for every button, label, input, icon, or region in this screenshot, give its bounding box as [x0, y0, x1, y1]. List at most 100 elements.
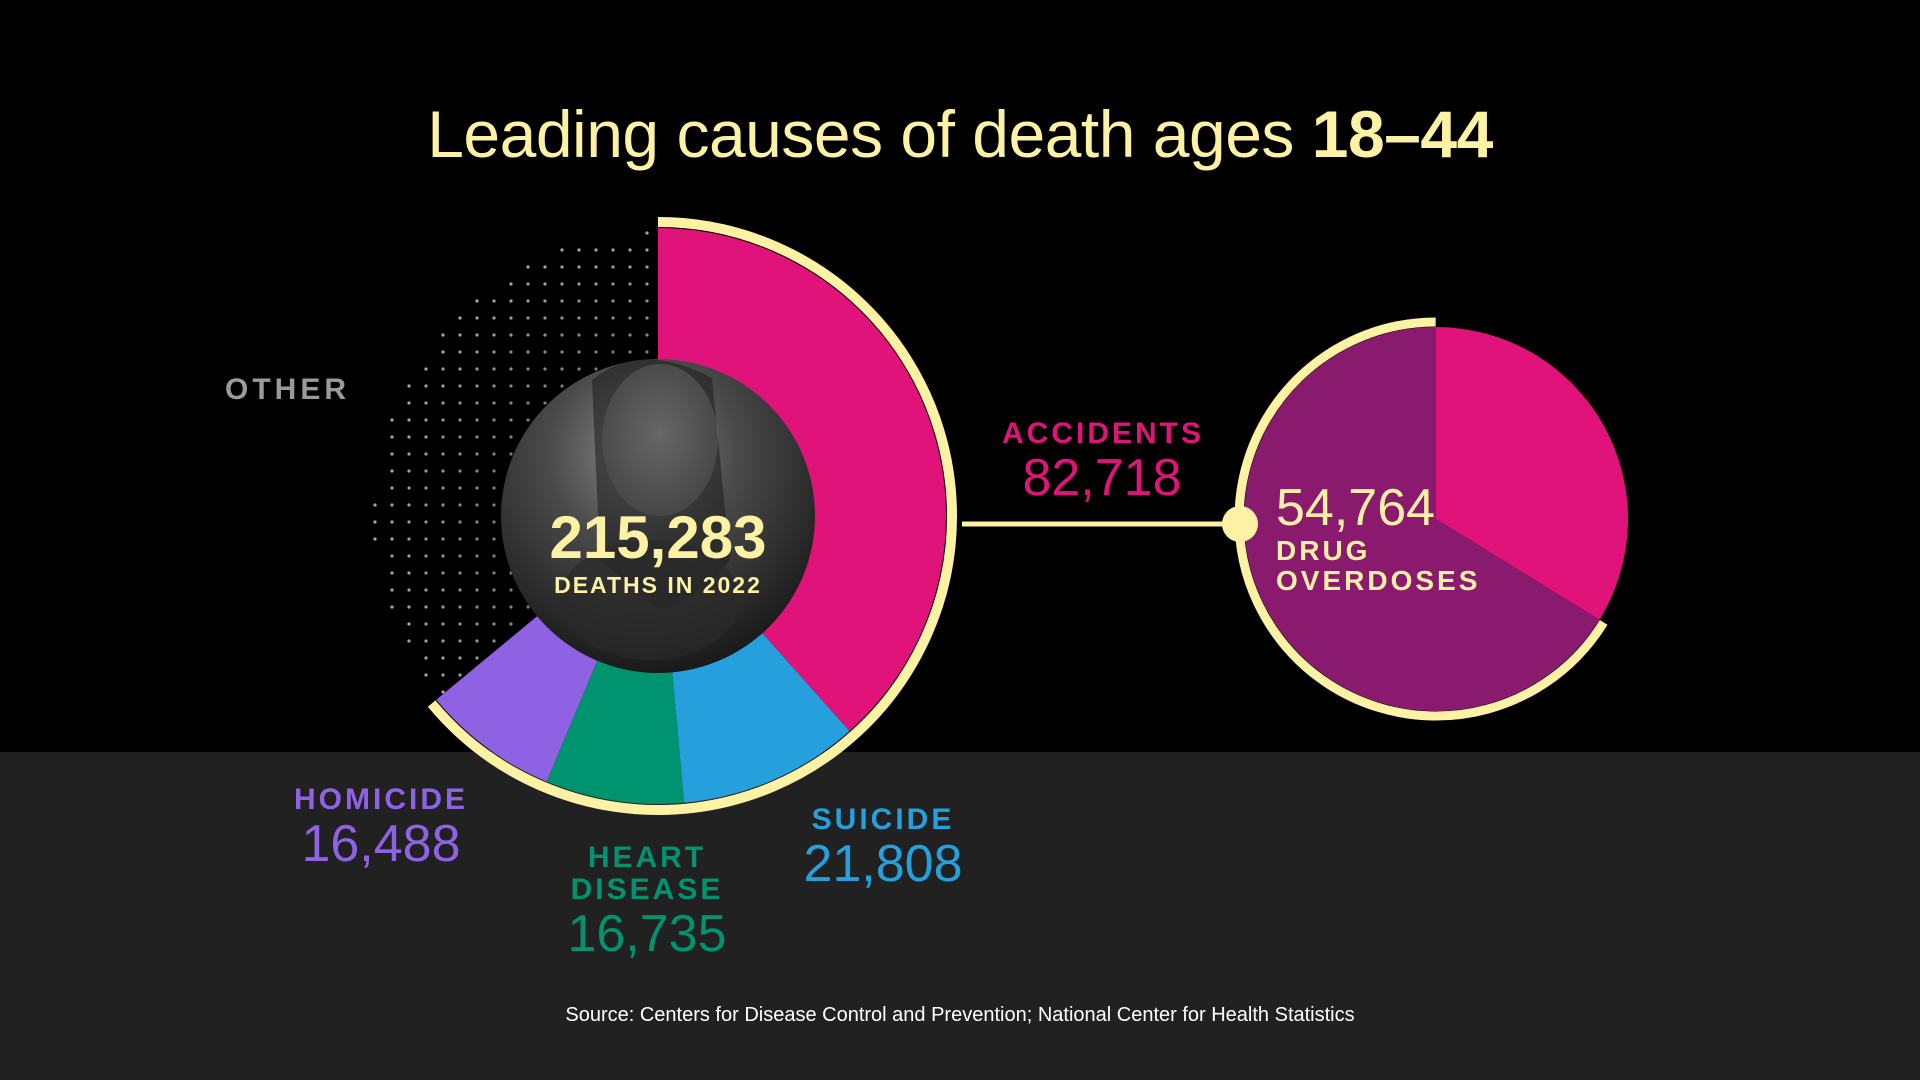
other-dot [645, 248, 649, 252]
other-dot [458, 571, 462, 575]
other-dot [543, 265, 547, 269]
other-dot [560, 384, 564, 388]
total-deaths-value: 215,283 [549, 504, 767, 571]
other-dot [509, 299, 513, 303]
other-dot [594, 282, 598, 286]
other-dot [458, 384, 462, 388]
other-dot [526, 282, 530, 286]
heart-disease-value: 16,735 [567, 905, 727, 963]
slice-other-accidents [1436, 327, 1628, 620]
other-dot [509, 282, 513, 286]
other-dot [492, 452, 496, 456]
other-dot [526, 333, 530, 337]
other-dot [492, 350, 496, 354]
other-dot [475, 503, 479, 507]
other-dot [509, 367, 513, 371]
other-dot [543, 333, 547, 337]
other-dot [441, 435, 445, 439]
other-dot [441, 656, 445, 660]
other-dot [577, 367, 581, 371]
other-dot [475, 452, 479, 456]
other-dot [407, 554, 411, 558]
other-dot [407, 588, 411, 592]
other-dot [424, 639, 428, 643]
other-dot [407, 639, 411, 643]
other-dot [492, 418, 496, 422]
center-total: 215,283 DEATHS IN 2022 [518, 506, 798, 600]
drug-overdoses-name: DRUG OVERDOSES [1276, 535, 1481, 596]
other-dot [577, 299, 581, 303]
other-dot [407, 418, 411, 422]
other-dot [458, 503, 462, 507]
other-dot [611, 350, 615, 354]
other-dot [458, 418, 462, 422]
other-dot [424, 469, 428, 473]
other-dot [424, 367, 428, 371]
other-dot [475, 401, 479, 405]
other-dot [390, 571, 394, 575]
other-dot [441, 673, 445, 677]
other-dot [475, 316, 479, 320]
other-dot [458, 435, 462, 439]
other-dot [628, 333, 632, 337]
other-dot [577, 316, 581, 320]
other-dot [509, 588, 513, 592]
other-dot [577, 282, 581, 286]
other-dot [424, 656, 428, 660]
other-dot [577, 265, 581, 269]
other-dot [628, 350, 632, 354]
other-dot [458, 622, 462, 626]
other-dot [458, 537, 462, 541]
other-dot [594, 299, 598, 303]
other-dot [475, 418, 479, 422]
other-dot [407, 537, 411, 541]
heart-disease-name: HEART DISEASE [570, 841, 724, 906]
other-dot [628, 265, 632, 269]
other-dot [645, 350, 649, 354]
other-dot [628, 248, 632, 252]
other-dot [611, 316, 615, 320]
other-dot [475, 554, 479, 558]
other-dot [407, 452, 411, 456]
other-dot [441, 639, 445, 643]
other-dot [492, 537, 496, 541]
label-suicide: SUICIDE 21,808 [798, 804, 968, 893]
other-dot [543, 401, 547, 405]
other-dot [424, 571, 428, 575]
other-dot [560, 333, 564, 337]
chart-title: Leading causes of death ages 18–44 [0, 96, 1920, 172]
other-dot [509, 605, 513, 609]
other-dot [407, 520, 411, 524]
other-dot [628, 282, 632, 286]
other-dot [594, 367, 598, 371]
other-dot [560, 350, 564, 354]
other-dot [611, 333, 615, 337]
other-dot [424, 503, 428, 507]
other-dot [475, 486, 479, 490]
other-dot [492, 639, 496, 643]
other-dot [441, 350, 445, 354]
other-dot [492, 588, 496, 592]
other-dot [526, 299, 530, 303]
other-dot [441, 622, 445, 626]
other-dot [458, 486, 462, 490]
other-dot [407, 486, 411, 490]
homicide-name: HOMICIDE [294, 783, 468, 816]
other-dot [441, 401, 445, 405]
other-dot [594, 350, 598, 354]
other-dot [441, 520, 445, 524]
other-dot [424, 622, 428, 626]
bottom-background-band [0, 752, 1920, 1080]
drug-overdoses-rim [1234, 317, 1608, 721]
other-dot [441, 503, 445, 507]
other-dot [492, 554, 496, 558]
other-dot [441, 537, 445, 541]
other-dot [526, 401, 530, 405]
other-dot [407, 384, 411, 388]
other-dot [492, 622, 496, 626]
other-dot [526, 418, 530, 422]
other-dot [458, 554, 462, 558]
other-dot [441, 418, 445, 422]
other-dot [645, 333, 649, 337]
other-dot [560, 282, 564, 286]
